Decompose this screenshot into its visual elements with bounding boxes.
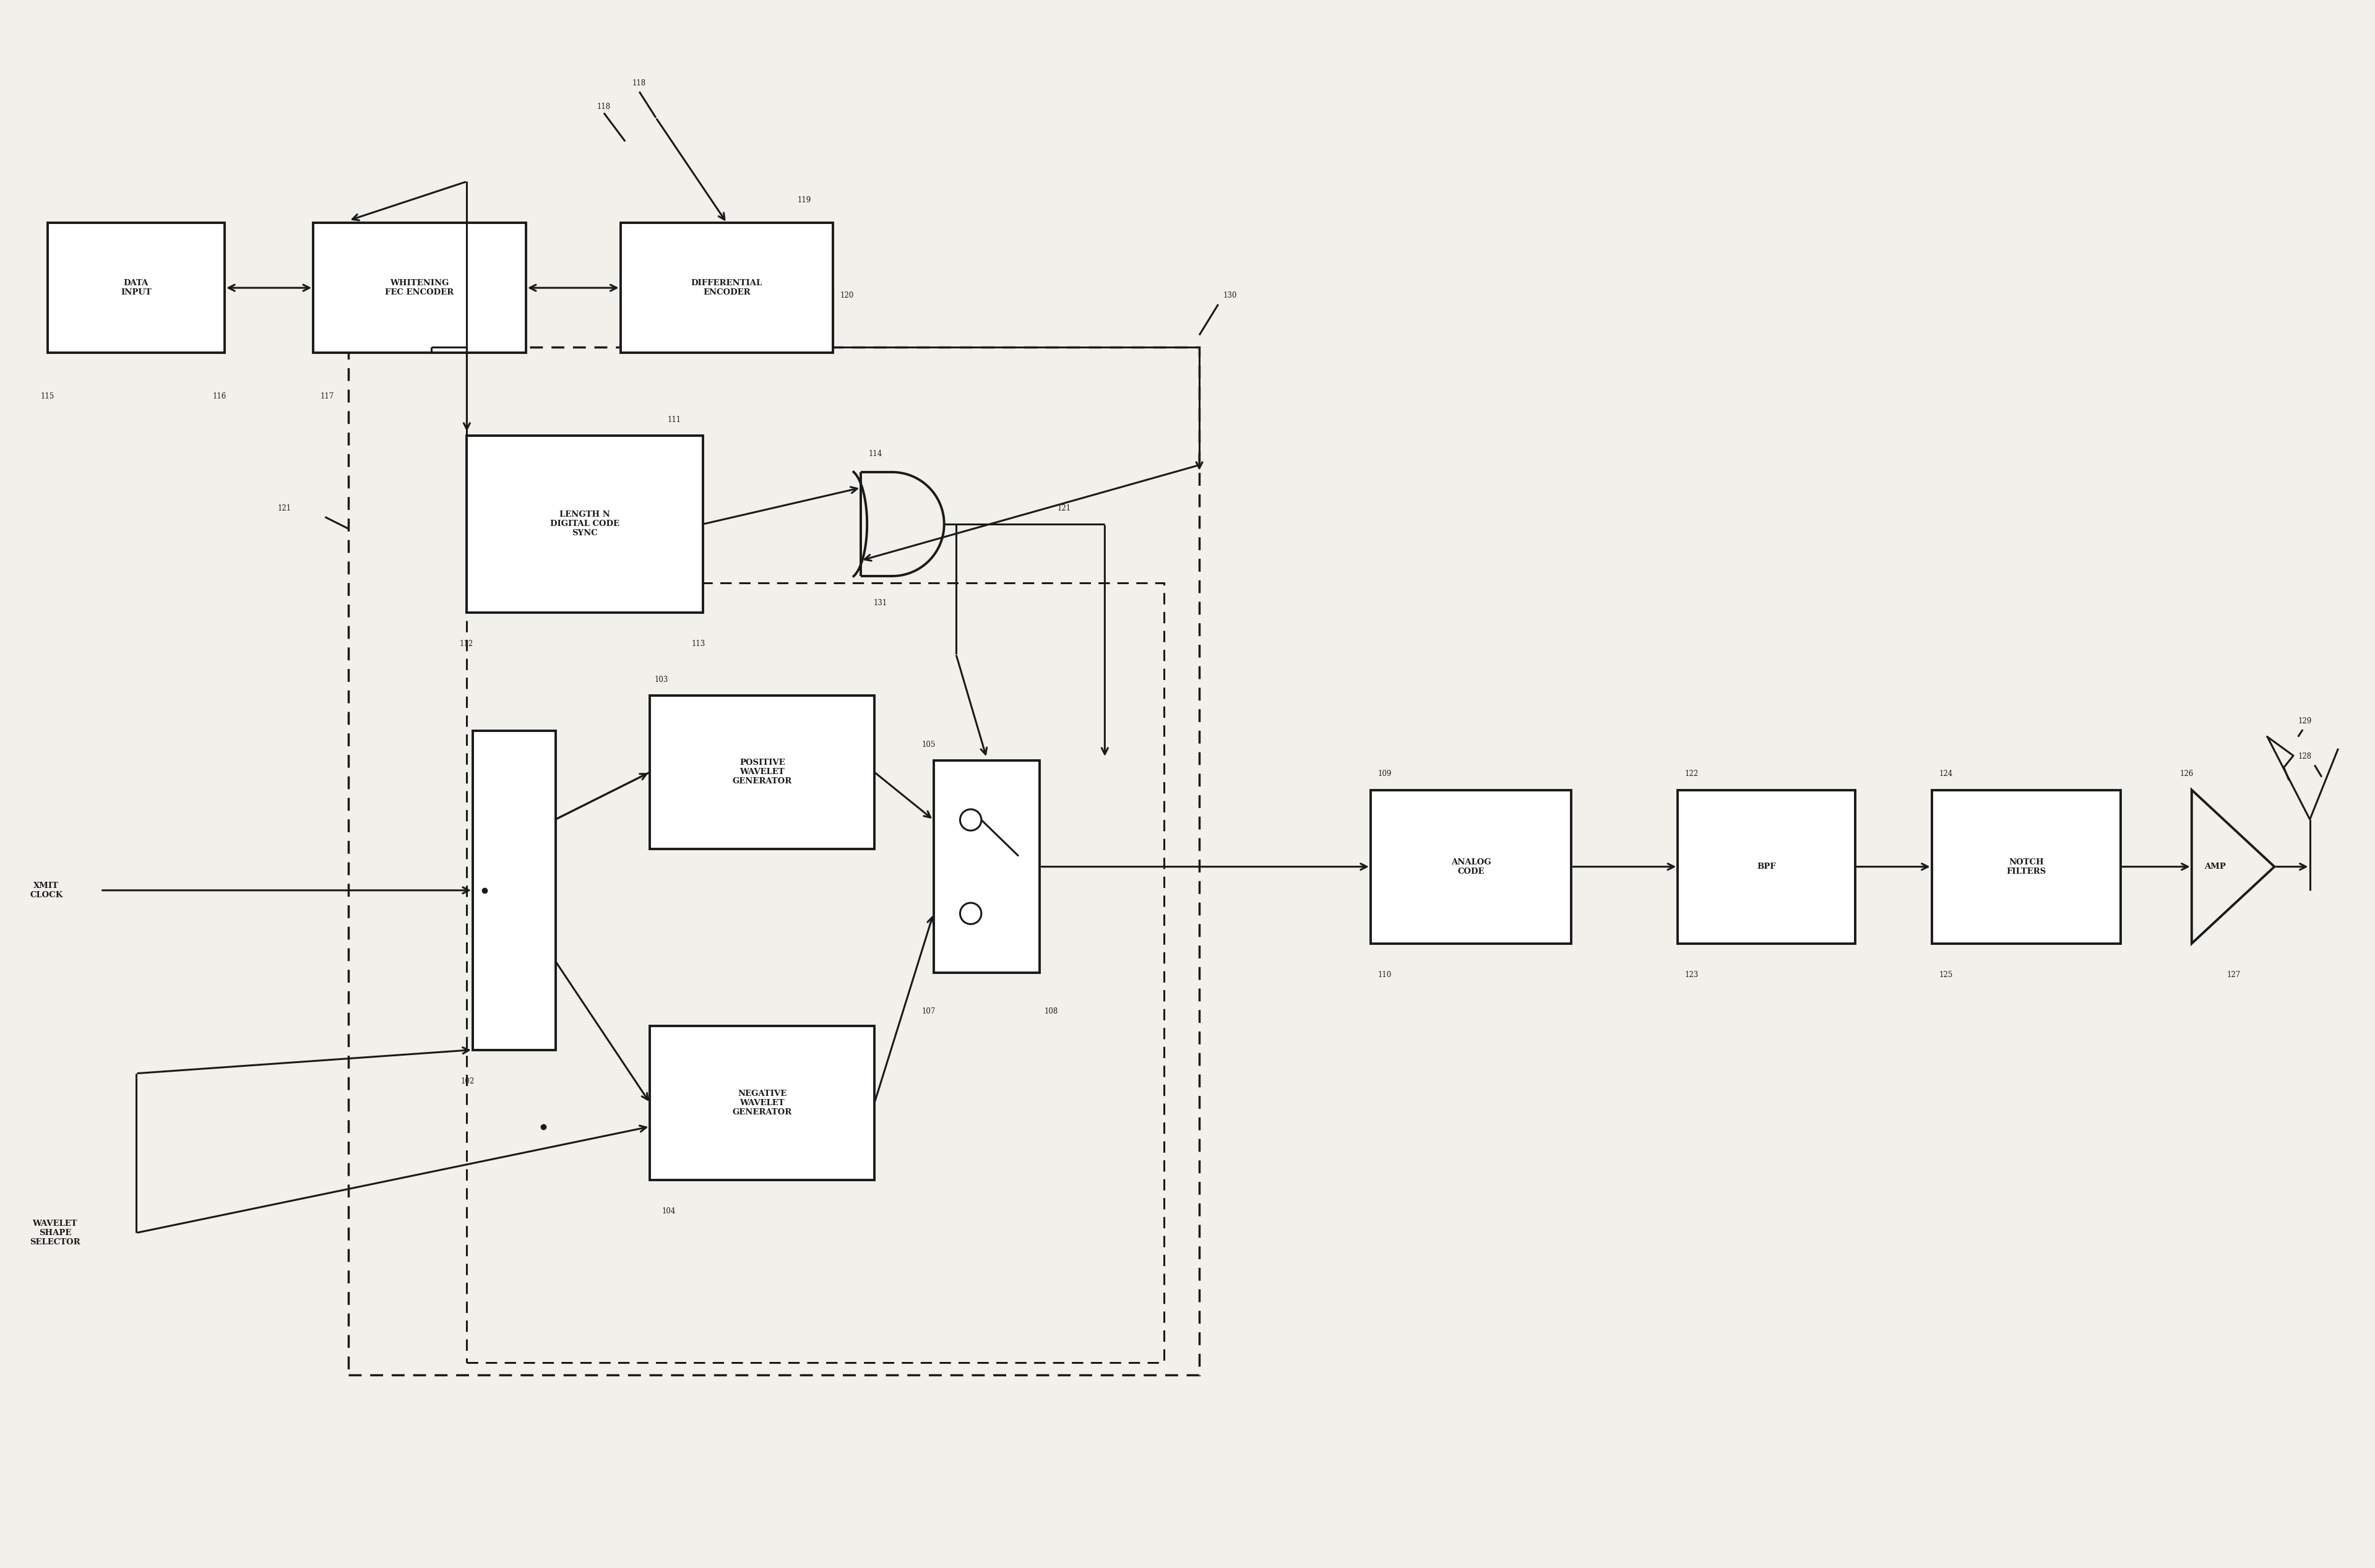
Text: 130: 130 <box>1223 292 1237 299</box>
Text: 121: 121 <box>278 505 292 513</box>
FancyBboxPatch shape <box>468 436 703 613</box>
FancyBboxPatch shape <box>1677 790 1855 944</box>
Text: 107: 107 <box>922 1008 936 1016</box>
Text: 111: 111 <box>667 416 682 423</box>
Text: 124: 124 <box>1938 770 1952 778</box>
Text: 120: 120 <box>841 292 855 299</box>
Text: AMP: AMP <box>2204 862 2225 870</box>
Text: XMIT
CLOCK: XMIT CLOCK <box>31 881 62 898</box>
Text: 118: 118 <box>596 102 610 111</box>
Text: 128: 128 <box>2299 753 2311 760</box>
FancyBboxPatch shape <box>651 1025 874 1179</box>
Text: ANALOG
CODE: ANALOG CODE <box>1451 858 1492 875</box>
FancyBboxPatch shape <box>48 223 226 353</box>
Text: 126: 126 <box>2180 770 2194 778</box>
Text: 102: 102 <box>461 1077 475 1085</box>
Text: LENGTH N
DIGITAL CODE
SYNC: LENGTH N DIGITAL CODE SYNC <box>551 511 620 538</box>
FancyBboxPatch shape <box>1931 790 2121 944</box>
Text: 112: 112 <box>461 640 473 648</box>
FancyBboxPatch shape <box>314 223 525 353</box>
Text: 113: 113 <box>691 640 705 648</box>
FancyBboxPatch shape <box>933 760 1040 974</box>
FancyBboxPatch shape <box>651 695 874 848</box>
Text: 122: 122 <box>1684 770 1698 778</box>
Text: 118: 118 <box>632 78 646 86</box>
Text: POSITIVE
WAVELET
GENERATOR: POSITIVE WAVELET GENERATOR <box>732 759 791 786</box>
FancyBboxPatch shape <box>620 223 834 353</box>
FancyBboxPatch shape <box>473 731 556 1051</box>
Text: 109: 109 <box>1378 770 1392 778</box>
FancyBboxPatch shape <box>1370 790 1572 944</box>
Text: 104: 104 <box>663 1207 674 1215</box>
Text: 116: 116 <box>214 392 226 400</box>
Text: 121: 121 <box>1057 505 1071 513</box>
Text: 108: 108 <box>1045 1008 1059 1016</box>
Text: 110: 110 <box>1378 971 1392 978</box>
Text: DIFFERENTIAL
ENCODER: DIFFERENTIAL ENCODER <box>691 279 762 296</box>
Text: 123: 123 <box>1684 971 1698 978</box>
Text: 114: 114 <box>869 450 881 458</box>
Text: 119: 119 <box>798 196 812 204</box>
Text: WHITENING
FEC ENCODER: WHITENING FEC ENCODER <box>385 279 454 296</box>
Text: 105: 105 <box>922 740 936 748</box>
Text: NEGATIVE
WAVELET
GENERATOR: NEGATIVE WAVELET GENERATOR <box>732 1090 791 1116</box>
Text: 115: 115 <box>40 392 55 400</box>
Text: 117: 117 <box>321 392 335 400</box>
Text: 131: 131 <box>874 599 886 607</box>
Text: NOTCH
FILTERS: NOTCH FILTERS <box>2007 858 2047 875</box>
Text: DATA
INPUT: DATA INPUT <box>121 279 152 296</box>
Text: 125: 125 <box>1938 971 1952 978</box>
Text: 103: 103 <box>656 676 667 684</box>
Text: 129: 129 <box>2299 717 2311 724</box>
Text: BPF: BPF <box>1758 862 1776 870</box>
Text: WAVELET
SHAPE
SELECTOR: WAVELET SHAPE SELECTOR <box>31 1220 81 1247</box>
Text: 127: 127 <box>2228 971 2242 978</box>
